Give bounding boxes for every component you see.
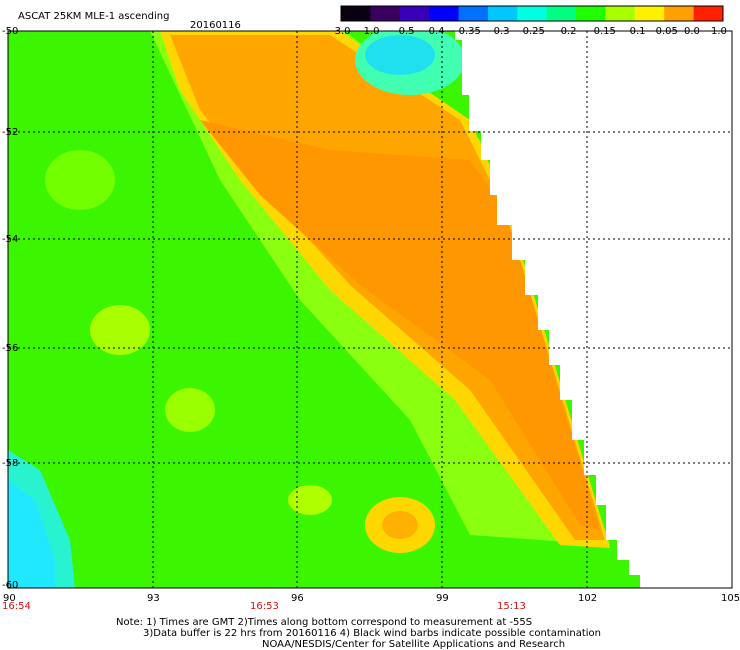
colorbar-segment [487,6,518,21]
time-label: 16:54 [2,601,31,612]
time-label: 15:13 [497,601,526,612]
note-line-3: NOAA/NESDIS/Center for Satellite Applica… [262,639,566,650]
lat-label: -50 [2,26,19,37]
colorbar-tick-label: -0.3 [490,26,510,37]
lon-label: 105 [721,593,740,604]
colorbar-tick-label: -1.0 [360,26,380,37]
colorbar-segment [664,6,695,21]
colorbar [340,5,724,22]
note-line-2: 3)Data buffer is 22 hrs from 20160116 4)… [143,628,601,639]
graticule [8,31,732,588]
colorbar-tick-label: -0.25 [519,26,545,37]
lat-label: -58 [2,458,19,469]
colorbar-tick-label: -0.2 [557,26,577,37]
lat-label: -60 [2,580,19,591]
lat-label: -56 [2,343,19,354]
lon-label: 90 [3,593,16,604]
colorbar-segment [546,6,577,21]
colorbar-tick-label: -0.15 [590,26,616,37]
colorbar-segment [429,6,460,21]
lon-label: 102 [578,593,598,604]
map-title: ASCAT 25KM MLE-1 ascending [18,11,170,22]
colorbar-tick-label: -0.5 [395,26,415,37]
lat-label: -52 [2,127,19,138]
colorbar-segment [693,6,724,21]
colorbar-segment [634,6,665,21]
colorbar-tick-label: -0.35 [455,26,481,37]
map-date: 20160116 [190,20,241,31]
colorbar-segment [517,6,548,21]
colorbar-frame [340,5,724,22]
colorbar-tick-label: -0.1 [626,26,646,37]
lon-label: 93 [147,593,160,604]
note-line-1: Note: 1) Times are GMT 2)Times along bot… [116,617,533,628]
time-label: 16:53 [250,601,279,612]
lon-label: 99 [436,593,449,604]
colorbar-tick-label: 0.0 [684,26,700,37]
colorbar-tick-label: -0.4 [425,26,445,37]
colorbar-segment [576,6,606,21]
colorbar-segment [458,6,489,21]
colorbar-segment [605,6,636,21]
map-frame [7,30,733,589]
mle-field [8,31,640,588]
colorbar-tick-label: -3.0 [331,26,351,37]
colorbar-segment [370,6,401,21]
colorbar-tick-label: -0.05 [652,26,678,37]
colorbar-segment [399,6,430,21]
lon-label: 96 [291,593,304,604]
colorbar-tick-label: 1.0 [711,26,727,37]
lat-label: -54 [2,234,19,245]
colorbar-segment [341,6,371,21]
